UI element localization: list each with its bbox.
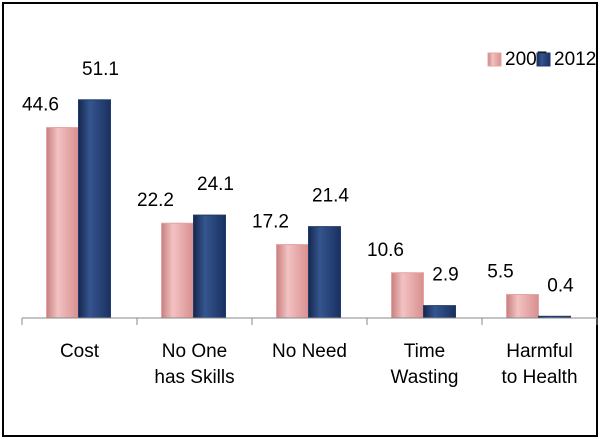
bar: [46, 127, 79, 319]
data-label: 44.6: [22, 95, 59, 116]
data-label: 51.1: [82, 59, 119, 80]
legend-label: 2012: [554, 49, 596, 70]
legend-swatch: [487, 52, 502, 67]
bar: [193, 214, 226, 319]
bar: [506, 294, 539, 319]
data-label: 0.4: [547, 275, 574, 296]
x-tick-label: Cost: [60, 341, 100, 362]
bar: [308, 226, 341, 319]
data-label: 24.1: [197, 174, 234, 195]
bar: [161, 222, 194, 319]
data-label: 17.2: [252, 212, 289, 233]
bar: [423, 305, 456, 319]
data-label: 22.2: [137, 190, 174, 211]
bar: [276, 244, 309, 319]
legend-swatch: [536, 52, 551, 67]
x-tick-label: Time Wasting: [391, 341, 459, 388]
x-tick-label: Harmful to Health: [501, 341, 577, 388]
data-label: 10.6: [367, 240, 404, 261]
bar: [391, 272, 424, 319]
data-label: 5.5: [487, 262, 513, 283]
bar: [78, 99, 111, 319]
x-tick-label: No One has Skills: [154, 341, 234, 388]
x-tick-label: No Need: [272, 341, 347, 362]
data-label: 2.9: [432, 265, 458, 286]
frame: [2, 2, 598, 437]
data-label: 21.4: [312, 186, 349, 207]
